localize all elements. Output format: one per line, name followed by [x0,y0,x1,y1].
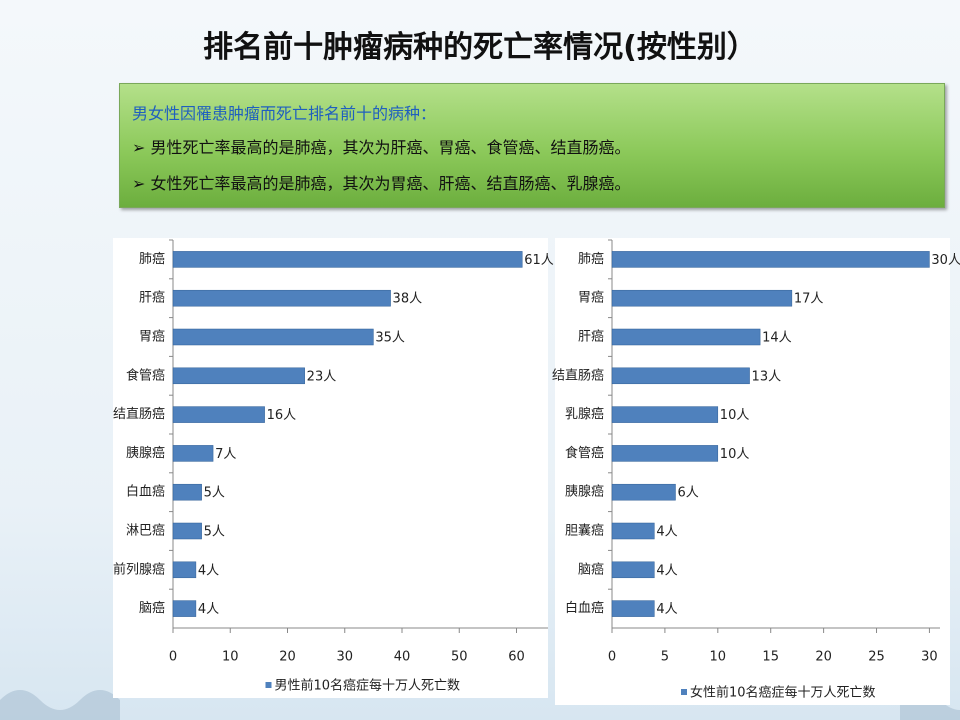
x-tick-label: 25 [868,650,885,665]
x-tick-label: 40 [394,650,411,665]
chart-panel [555,238,950,705]
x-tick-label: 60 [508,650,525,665]
x-tick-label: 0 [169,650,177,665]
x-tick-label: 15 [762,650,779,665]
box-heading: 男女性因罹患肿瘤而死亡排名前十的病种： [132,104,437,123]
bar [611,561,655,579]
value-label: 10人 [720,447,750,462]
bar [172,483,202,501]
bullet-text: 男性死亡率最高的是肺癌，其次为肝癌、胃癌、食管癌、结直肠癌。 [150,138,631,157]
bar [611,328,761,346]
y-tick-label: 肝癌 [578,329,604,345]
value-label: 35人 [375,331,405,346]
y-tick-label: 胰腺癌 [565,484,604,500]
x-tick-label: 10 [710,650,727,665]
y-tick-label: 食管癌 [126,367,165,383]
value-label: 16人 [267,408,297,423]
legend-swatch [681,689,687,695]
slide-title: 排名前十肿瘤病种的死亡率情况(按性别） [203,30,757,65]
y-tick-label: 胃癌 [578,290,604,306]
x-tick-label: 30 [336,650,353,665]
bar [172,367,305,385]
y-tick-label: 前列腺癌 [113,561,165,577]
value-label: 7人 [215,447,236,462]
y-tick-label: 白血癌 [565,600,604,616]
x-tick-label: 20 [279,650,296,665]
wave-decoration [0,690,120,720]
y-tick-label: 胰腺癌 [126,445,165,461]
y-tick-label: 白血癌 [126,484,165,500]
x-tick-label: 30 [921,650,938,665]
bar [611,445,719,462]
x-tick-label: 0 [608,650,616,665]
legend-label: 女性前10名癌症每十万人死亡数 [690,685,876,701]
legend-label: 男性前10名癌症每十万人死亡数 [275,678,461,694]
bar [172,522,202,540]
y-tick-label: 淋巴癌 [126,523,165,539]
value-label: 5人 [204,525,225,540]
value-label: 4人 [656,563,677,578]
bar [172,600,197,617]
value-label: 23人 [307,369,337,384]
legend-swatch [265,682,272,688]
value-label: 4人 [198,563,219,578]
value-label: 5人 [204,486,225,501]
value-label: 10人 [720,408,750,423]
y-tick-label: 肺癌 [139,251,165,267]
value-label: 4人 [656,525,677,540]
y-tick-label: 肺癌 [578,251,604,267]
bar [172,251,523,268]
value-label: 30人 [931,253,960,268]
bar [172,445,214,462]
bar [611,522,655,540]
x-tick-label: 10 [222,650,239,665]
x-tick-label: 5 [661,650,669,665]
value-label: 4人 [198,602,219,617]
y-tick-label: 胆囊癌 [565,523,604,539]
value-label: 61人 [524,253,554,268]
summary-box: 男女性因罹患肿瘤而死亡排名前十的病种： ➢ 男性死亡率最高的是肺癌，其次为肝癌、… [119,83,945,208]
value-label: 14人 [762,331,792,346]
bar [172,328,374,346]
y-tick-label: 结直肠癌 [113,406,165,422]
bullet: ➢ 男性死亡率最高的是肺癌，其次为肝癌、胃癌、食管癌、结直肠癌。 [132,138,631,157]
value-label: 17人 [794,292,824,307]
bar [611,251,930,268]
bar [172,406,265,423]
x-tick-label: 50 [451,650,468,665]
bar [611,289,793,307]
value-label: 6人 [677,486,698,501]
y-tick-label: 乳腺癌 [565,406,604,422]
y-tick-label: 脑癌 [578,561,604,577]
value-label: 13人 [752,369,782,384]
value-label: 38人 [393,292,423,307]
y-tick-label: 脑癌 [139,600,165,616]
bar [611,483,676,501]
x-tick-label: 20 [815,650,832,665]
y-tick-label: 肝癌 [139,290,165,306]
y-tick-label: 结直肠癌 [552,367,604,383]
y-tick-label: 食管癌 [565,445,604,461]
bullet: ➢ 女性死亡率最高的是肺癌，其次为胃癌、肝癌、结直肠癌、乳腺癌。 [132,174,631,193]
chart-panel [113,238,548,698]
bar [611,406,719,423]
bar [172,561,197,579]
bar [172,289,391,307]
bar [611,367,750,385]
value-label: 4人 [656,602,677,617]
bullet-text: 女性死亡率最高的是肺癌，其次为胃癌、肝癌、结直肠癌、乳腺癌。 [150,174,631,193]
bar [611,600,655,617]
y-tick-label: 胃癌 [139,329,165,345]
